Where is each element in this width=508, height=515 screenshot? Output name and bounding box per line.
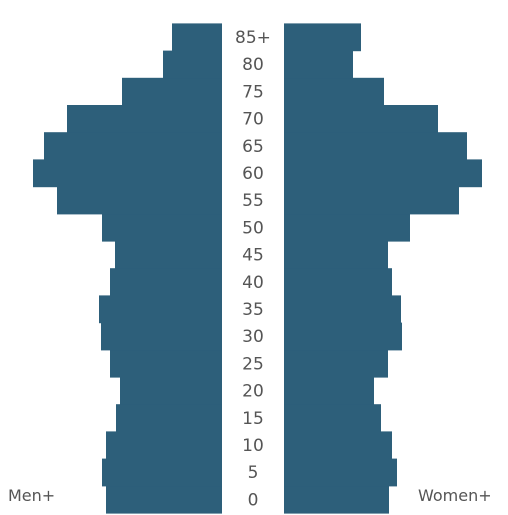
- age-tick-label: 85+: [235, 28, 271, 48]
- men-bar-5: [102, 458, 222, 487]
- women-bar-60: [284, 159, 482, 188]
- age-tick-label: 80: [242, 55, 264, 75]
- age-tick-label: 40: [242, 273, 264, 293]
- women-bars: [284, 23, 482, 514]
- age-tick-label: 50: [242, 218, 264, 238]
- age-tick-label: 35: [242, 300, 264, 320]
- women-bar-5: [284, 458, 397, 487]
- women-bar-30: [284, 322, 402, 351]
- age-tick-labels: 0 5 10 15 20 25 30 35 40 45 50 55 60 65 70 75 80 85+: [235, 28, 271, 510]
- women-bar-70: [284, 105, 438, 133]
- age-tick-label: 70: [242, 110, 264, 130]
- men-bar-80: [163, 50, 222, 79]
- women-bar-35: [284, 295, 401, 324]
- age-tick-label: 55: [242, 191, 264, 211]
- men-bar-15: [116, 404, 222, 432]
- men-bar-85plus: [172, 23, 222, 52]
- women-bar-45: [284, 241, 388, 269]
- women-bar-25: [284, 349, 388, 378]
- men-bar-10: [106, 431, 222, 460]
- age-tick-label: 5: [248, 463, 259, 483]
- women-series-label: Women+: [418, 486, 492, 505]
- men-bar-70: [67, 105, 222, 133]
- women-bar-65: [284, 132, 467, 160]
- age-tick-label: 0: [248, 490, 259, 510]
- age-tick-label: 65: [242, 137, 264, 157]
- women-bar-50: [284, 213, 410, 242]
- men-bar-20: [120, 377, 222, 405]
- age-tick-label: 15: [242, 409, 264, 429]
- men-bar-50: [102, 213, 222, 242]
- men-bar-25: [110, 349, 222, 378]
- age-tick-label: 60: [242, 164, 264, 184]
- men-bar-0: [106, 485, 222, 514]
- age-tick-label: 45: [242, 246, 264, 266]
- women-bar-0: [284, 485, 389, 514]
- women-bar-10: [284, 431, 392, 460]
- men-bar-55: [57, 186, 222, 215]
- age-tick-label: 20: [242, 382, 264, 402]
- men-bars: [33, 23, 222, 514]
- age-tick-label: 25: [242, 354, 264, 374]
- women-bar-20: [284, 377, 374, 405]
- women-bar-80: [284, 50, 353, 79]
- women-bar-75: [284, 77, 384, 106]
- men-bar-30: [101, 322, 222, 351]
- women-bar-15: [284, 404, 381, 432]
- women-bar-55: [284, 186, 459, 215]
- men-bar-35: [99, 295, 222, 324]
- women-bar-85plus: [284, 23, 361, 52]
- men-bar-40: [110, 268, 222, 296]
- men-series-label: Men+: [8, 486, 55, 505]
- men-bar-75: [122, 77, 222, 106]
- age-tick-label: 75: [242, 82, 264, 102]
- men-bar-45: [115, 241, 222, 269]
- men-bar-65: [44, 132, 222, 160]
- men-bar-60: [33, 159, 222, 188]
- age-tick-label: 30: [242, 327, 264, 347]
- age-tick-label: 10: [242, 436, 264, 456]
- women-bar-40: [284, 268, 392, 296]
